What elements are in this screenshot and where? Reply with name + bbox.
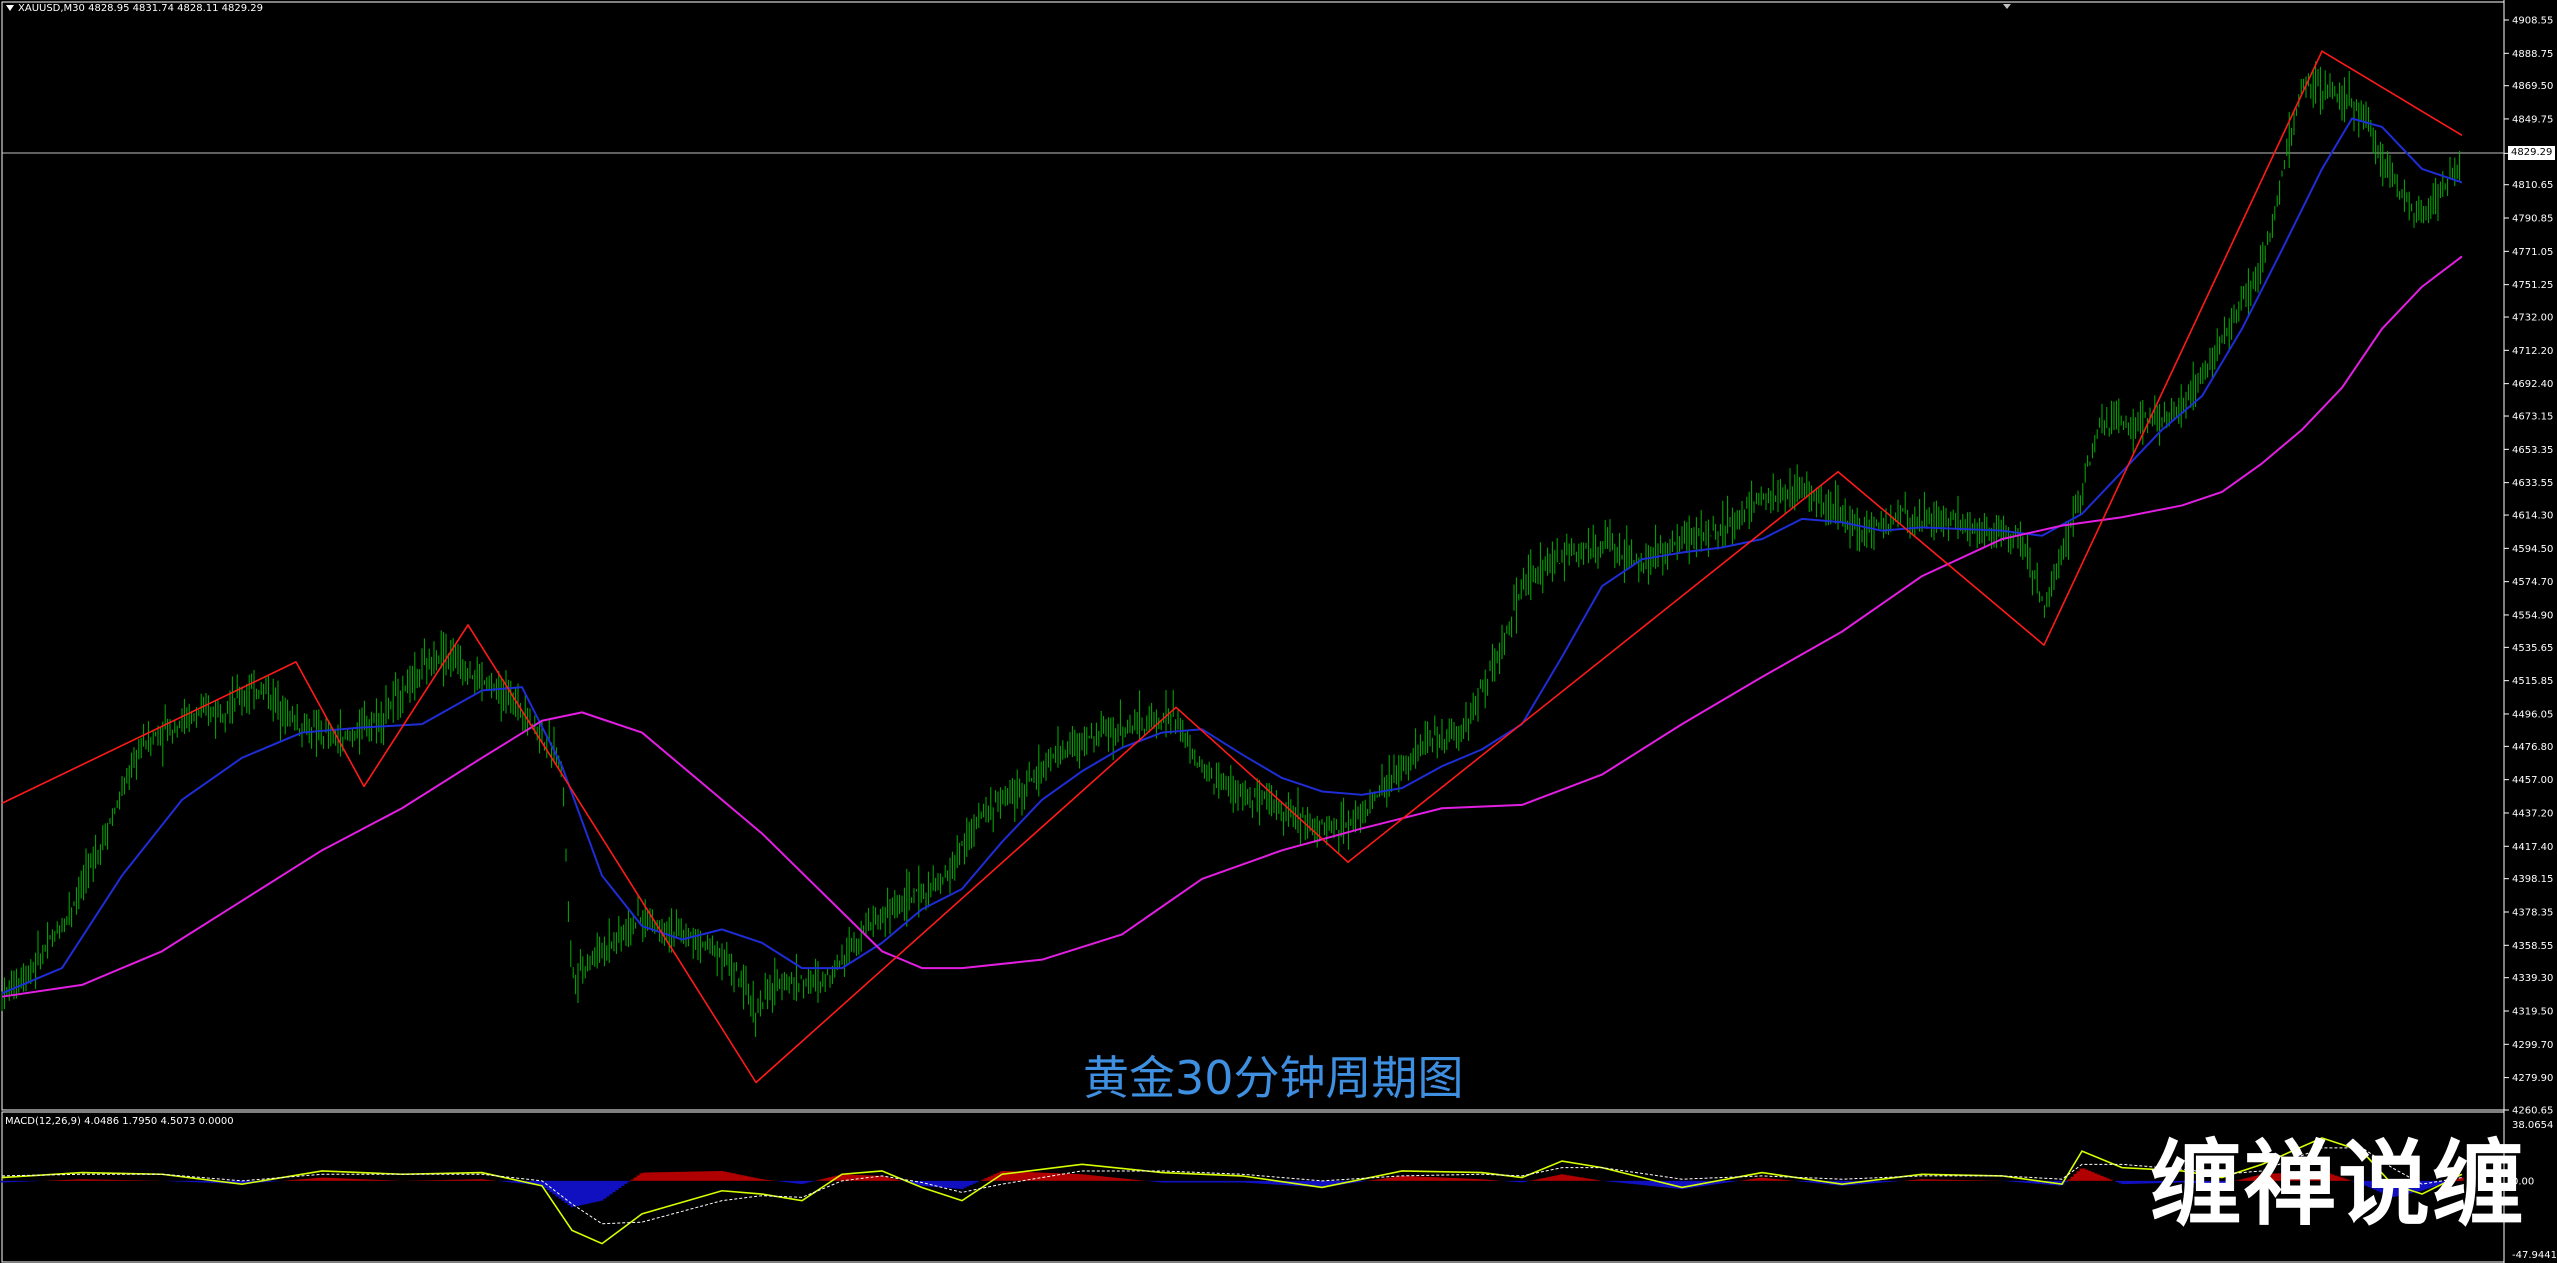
price-tick-label: 4358.55 xyxy=(2512,941,2553,952)
price-tick-label: 4378.35 xyxy=(2512,907,2553,918)
price-tick-label: 4476.80 xyxy=(2512,742,2553,753)
price-tick-label: 4712.20 xyxy=(2512,346,2553,357)
symbol-info-text: XAUUSD,M30 4828.95 4831.74 4828.11 4829.… xyxy=(18,3,264,14)
dropdown-arrow-icon[interactable] xyxy=(6,5,14,11)
price-tick-label: 4260.65 xyxy=(2512,1106,2553,1117)
chart-watermark: 黄金30分钟周期图 xyxy=(1083,1051,1464,1105)
price-tick-label: 4279.90 xyxy=(2512,1073,2553,1084)
price-axis-ticks: 4908.55 4888.75 4869.50 4849.75 4829.29 4810.… xyxy=(2504,16,2553,1117)
price-tick-label: 4732.00 xyxy=(2512,313,2553,324)
macd-axis-label: -47.9441 xyxy=(2512,1250,2557,1261)
macd-line xyxy=(1,1137,2463,1245)
price-tick-label: 4398.15 xyxy=(2512,874,2553,885)
price-tick-label: 4496.05 xyxy=(2512,709,2553,720)
price-tick-label: 4869.50 xyxy=(2512,81,2553,92)
price-tick-label: 4535.65 xyxy=(2512,643,2553,654)
ma-slow-line xyxy=(1,255,2463,998)
price-tick-label: 4771.05 xyxy=(2512,247,2553,258)
macd-header: MACD(12,26,9) 4.0486 1.7950 4.5073 0.000… xyxy=(5,1116,234,1127)
price-tick-label: 4515.85 xyxy=(2512,676,2553,687)
price-tick-label: 4319.50 xyxy=(2512,1006,2553,1017)
price-tick-label: 4417.40 xyxy=(2512,842,2553,853)
main-chart-frame xyxy=(1,1,2505,1111)
price-tick-label: 4574.70 xyxy=(2512,577,2553,588)
price-tick-label: 4653.35 xyxy=(2512,445,2553,456)
macd-axis-label: 0.00 xyxy=(2512,1176,2534,1187)
shift-marker-icon xyxy=(2003,4,2011,9)
candles-layer xyxy=(1,61,2461,1037)
price-tick-label: 4633.55 xyxy=(2512,478,2553,489)
ma-fast-line xyxy=(1,117,2463,995)
price-tick-label: 4692.40 xyxy=(2512,379,2553,390)
price-tick-label: 4594.50 xyxy=(2512,544,2553,555)
price-tick-label: 4614.30 xyxy=(2512,511,2553,522)
current-price-label: 4829.29 xyxy=(2508,146,2556,160)
price-tick-label: 4790.85 xyxy=(2512,214,2553,225)
price-tick-label: 4810.65 xyxy=(2512,180,2553,191)
macd-layer: 38.0654 0.00 -47.9441 xyxy=(0,1120,2557,1261)
price-tick-label: 4849.75 xyxy=(2512,114,2553,125)
price-tick-label: 4299.70 xyxy=(2512,1040,2553,1051)
price-tick-label: 4457.00 xyxy=(2512,775,2553,786)
price-tick-label: 4437.20 xyxy=(2512,808,2553,819)
brand-watermark: 缠禅说缠 xyxy=(2150,1131,2527,1238)
price-tick-label: 4554.90 xyxy=(2512,610,2553,621)
price-tick-label: 4908.55 xyxy=(2512,16,2553,27)
price-tick-label: 4751.25 xyxy=(2512,280,2553,291)
price-tick-label: 4888.75 xyxy=(2512,49,2553,60)
price-tick-label: 4339.30 xyxy=(2512,973,2553,984)
macd-axis-label: 38.0654 xyxy=(2512,1120,2553,1131)
indicator-lines-layer xyxy=(1,50,2463,1084)
zigzag-line xyxy=(1,50,2463,1084)
signal-line xyxy=(1,1147,2463,1225)
price-tick-label: 4673.15 xyxy=(2512,412,2553,423)
macd-panel-frame xyxy=(1,1111,2505,1263)
symbol-header: XAUUSD,M30 4828.95 4831.74 4828.11 4829.… xyxy=(6,3,263,14)
